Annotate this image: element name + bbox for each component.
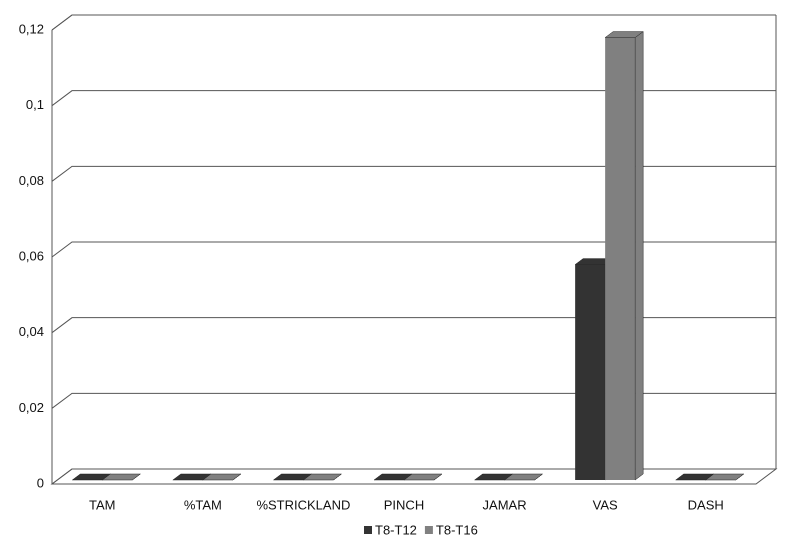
bar: [575, 264, 606, 480]
bar-top: [202, 473, 242, 481]
bar-top: [302, 473, 343, 481]
legend-label: T8-T16: [436, 522, 478, 537]
grid-line: [51, 90, 776, 107]
x-tick-label: TAM: [89, 497, 115, 512]
grid-line: [51, 317, 776, 334]
bar-top: [503, 473, 544, 481]
bar-top: [704, 473, 745, 481]
bar-top: [403, 473, 443, 481]
y-tick-label: 0,12: [19, 21, 44, 36]
x-tick-label: DASH: [688, 497, 724, 512]
y-tick-label: 0,08: [19, 173, 44, 188]
y-tick-label: 0,04: [19, 324, 44, 339]
x-tick-label: %TAM: [184, 497, 222, 512]
y-tick-label: 0: [37, 475, 44, 490]
bar: [605, 37, 636, 481]
legend-swatch: [364, 526, 372, 534]
y-tick-label: 0,06: [19, 248, 44, 263]
grid-line: [51, 241, 776, 258]
grid-line: [51, 165, 776, 182]
x-tick-label: %STRICKLAND: [256, 497, 350, 512]
y-tick-label: 0,02: [19, 400, 44, 415]
y-tick-label: 0,1: [26, 97, 44, 112]
x-tick-label: VAS: [593, 497, 618, 512]
grid-line: [51, 468, 776, 485]
x-tick-label: JAMAR: [483, 497, 527, 512]
legend-label: T8-T12: [375, 522, 417, 537]
bar-side: [634, 31, 644, 481]
legend-swatch: [424, 526, 433, 534]
grid-line: [51, 14, 776, 31]
grid-line: [51, 392, 776, 409]
bar-top: [101, 473, 142, 481]
x-tick-label: PINCH: [384, 497, 424, 512]
bar-top: [604, 31, 644, 38]
